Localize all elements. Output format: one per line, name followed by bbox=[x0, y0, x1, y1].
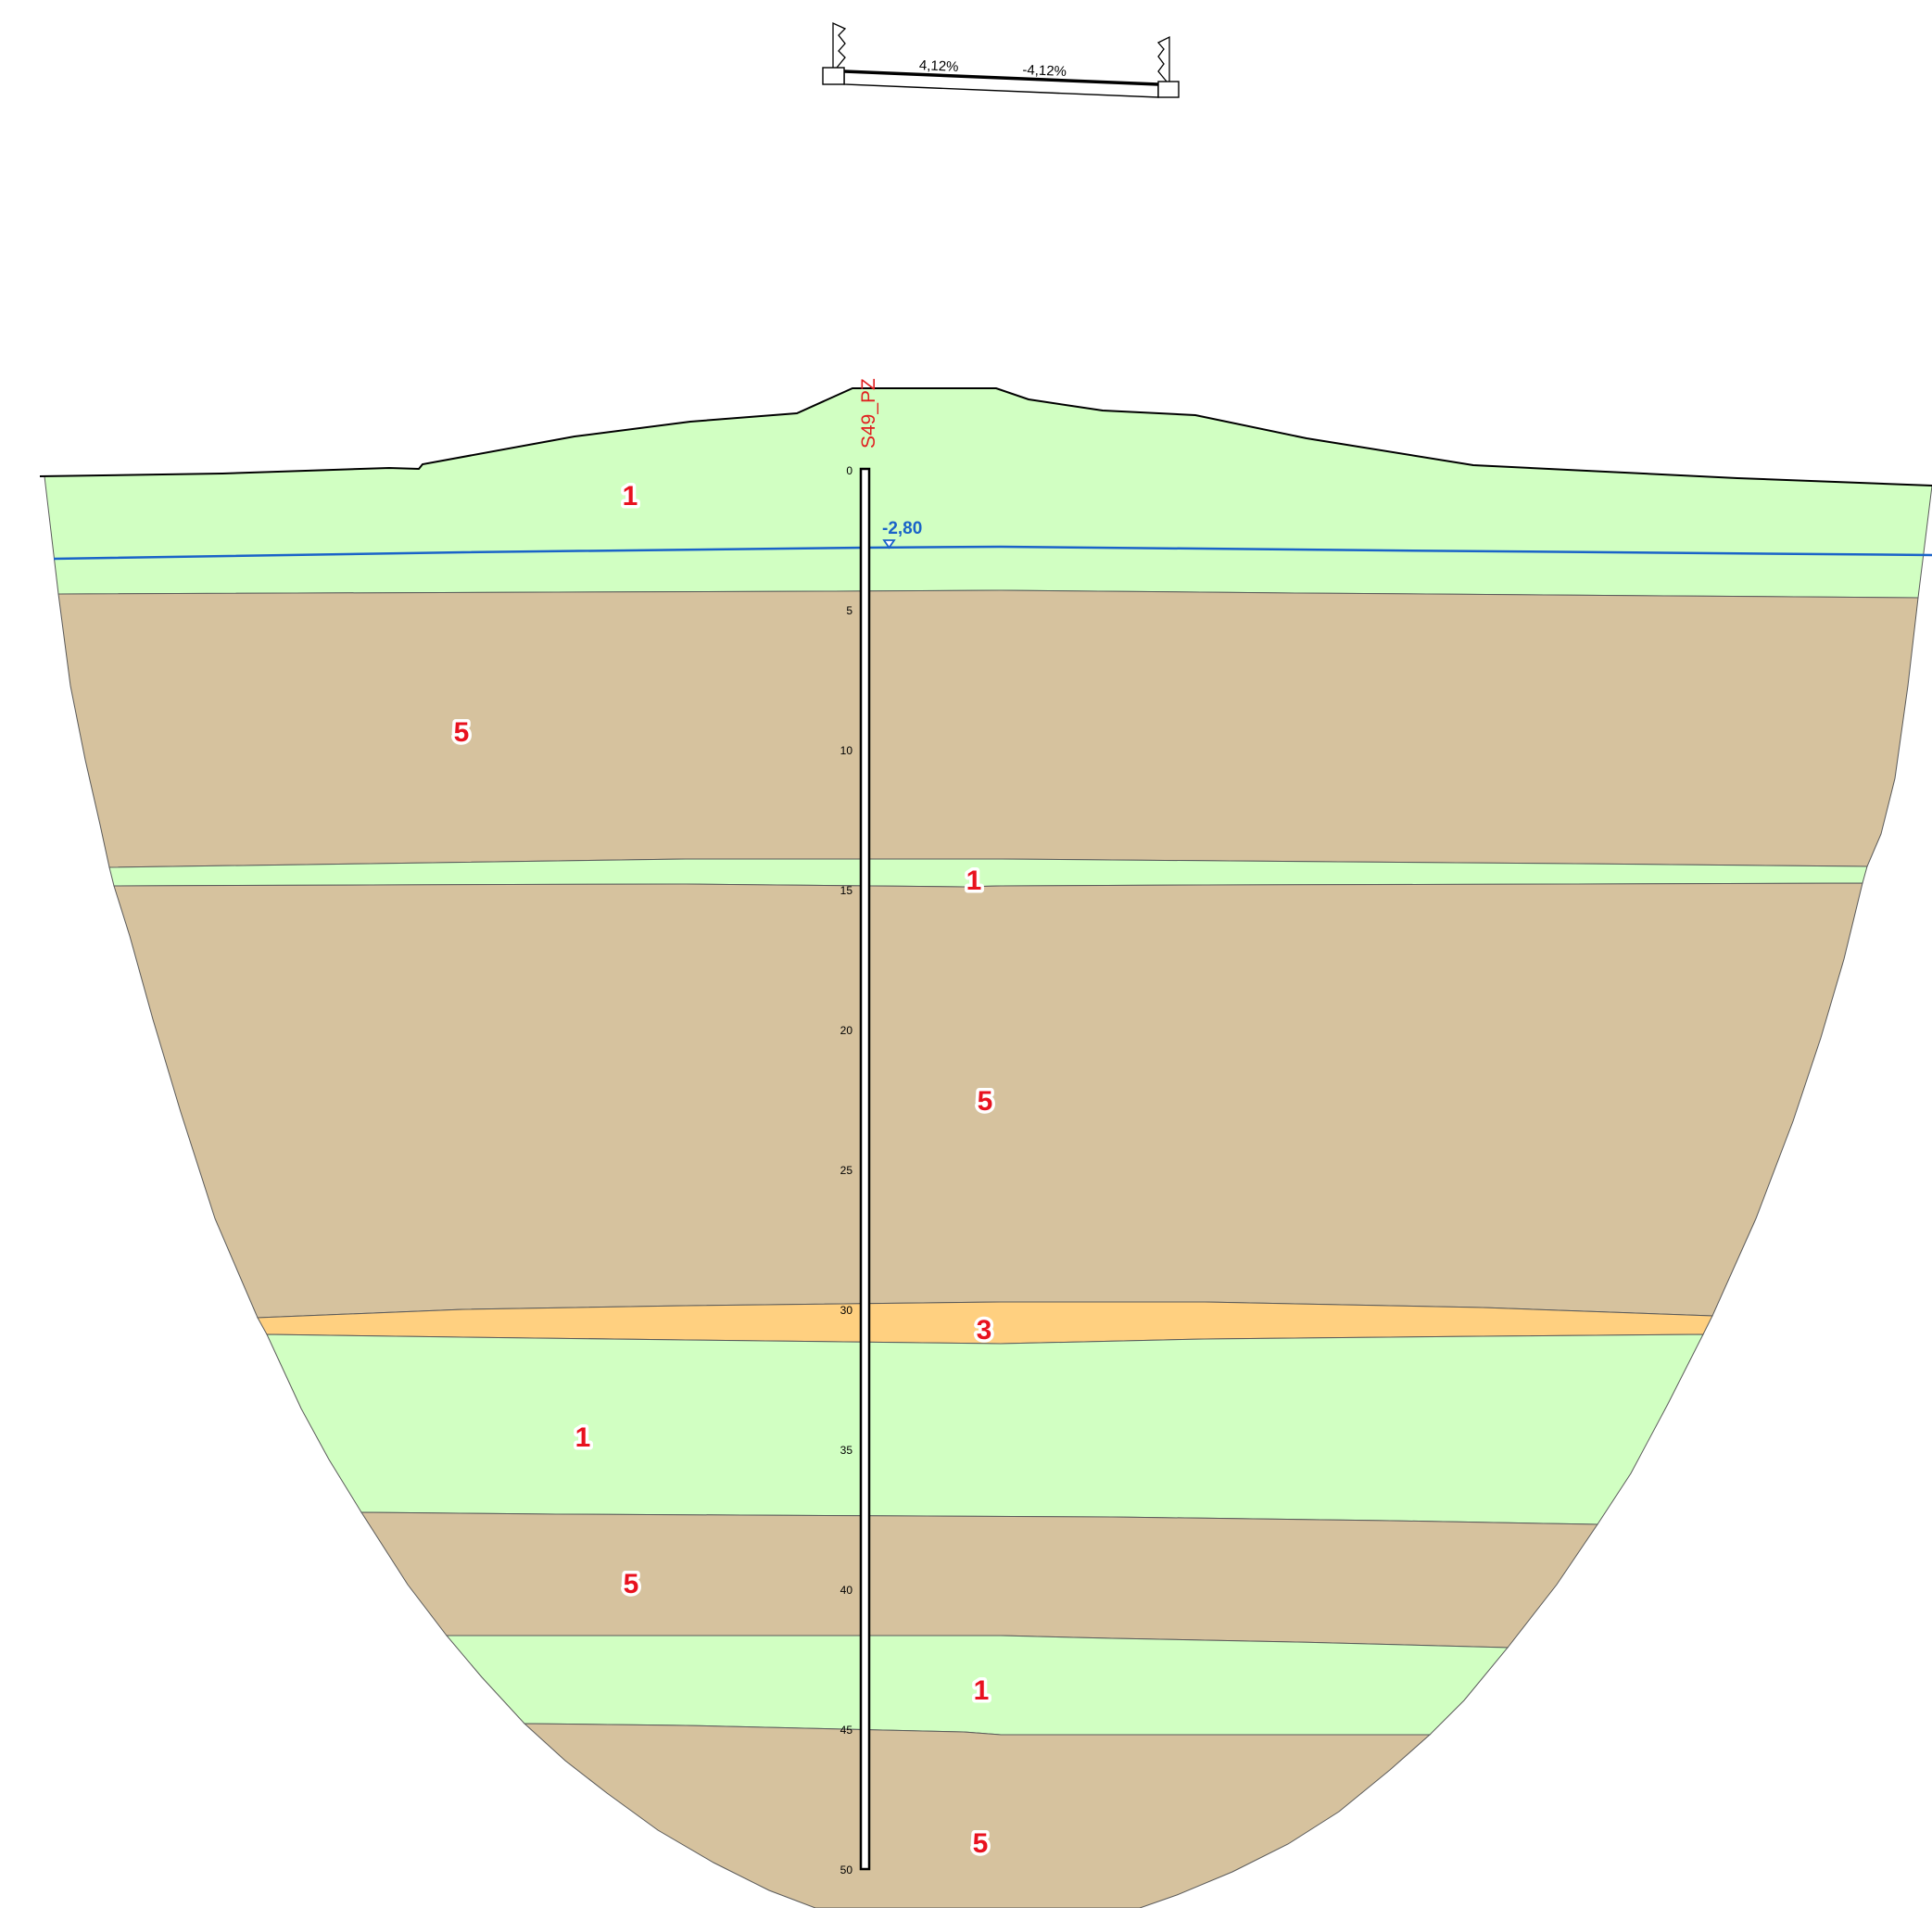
borehole-column bbox=[859, 467, 871, 1871]
depth-tick-label: 25 bbox=[840, 1164, 853, 1177]
depth-tick-label: 45 bbox=[840, 1724, 853, 1737]
depth-tick-label: 10 bbox=[840, 744, 853, 757]
right-curb bbox=[1157, 81, 1180, 98]
road-cross-section: 4,12% -4,12% bbox=[822, 21, 1180, 98]
soil-layer-5-upper bbox=[57, 589, 1919, 868]
layer-label: 1 bbox=[623, 481, 638, 512]
groundwater-line bbox=[53, 545, 1932, 561]
layer-label: 1 bbox=[974, 1675, 990, 1706]
left-curb bbox=[822, 67, 845, 85]
layer-label: 5 bbox=[624, 1569, 639, 1599]
depth-tick-label: 40 bbox=[840, 1584, 853, 1597]
depth-tick-label: 30 bbox=[840, 1304, 853, 1317]
depth-tick-label: 50 bbox=[840, 1864, 853, 1876]
soil-layers bbox=[44, 387, 1932, 1908]
right-guardrail-icon bbox=[1156, 35, 1170, 82]
depth-tick-label: 35 bbox=[840, 1444, 853, 1457]
borehole-name: S49_PZ bbox=[858, 378, 879, 449]
borehole: S49_PZ 0 5 10 15 20 25 30 35 40 45 50 bbox=[840, 378, 879, 1876]
depth-tick-label: 0 bbox=[846, 464, 852, 477]
depth-tick-label: 20 bbox=[840, 1024, 853, 1037]
soil-layer-5-middle bbox=[113, 882, 1863, 1319]
layer-label: 1 bbox=[966, 866, 982, 896]
layer-label: 5 bbox=[973, 1828, 989, 1859]
layer-label: 5 bbox=[454, 717, 470, 748]
depth-tick-label: 15 bbox=[840, 884, 853, 897]
layer-label: 3 bbox=[977, 1315, 992, 1346]
ground-surface-line bbox=[39, 387, 1932, 486]
groundwater-level: -2,80 bbox=[53, 519, 1932, 561]
soil-layer-1-lower bbox=[266, 1333, 1704, 1525]
layer-label: 1 bbox=[575, 1422, 591, 1453]
soil-layer-1-top bbox=[44, 387, 1932, 599]
depth-tick-label: 5 bbox=[846, 604, 852, 617]
borehole-depth-ticks: 0 5 10 15 20 25 30 35 40 45 50 bbox=[840, 464, 853, 1876]
soil-layer-5-bottom bbox=[523, 1723, 1432, 1908]
slope-left-label: 4,12% bbox=[919, 57, 959, 75]
slope-right-label: -4,12% bbox=[1022, 62, 1067, 80]
layer-label: 5 bbox=[978, 1086, 993, 1117]
left-guardrail-icon bbox=[832, 21, 847, 69]
water-table-marker-icon bbox=[882, 539, 896, 550]
road-surface-line bbox=[843, 69, 1159, 86]
road-deck bbox=[843, 70, 1159, 98]
layer-labels: 1 5 1 5 3 1 5 1 5 bbox=[450, 478, 996, 1863]
water-level-label: -2,80 bbox=[882, 519, 922, 538]
soil-layer-5-lower bbox=[360, 1511, 1598, 1649]
